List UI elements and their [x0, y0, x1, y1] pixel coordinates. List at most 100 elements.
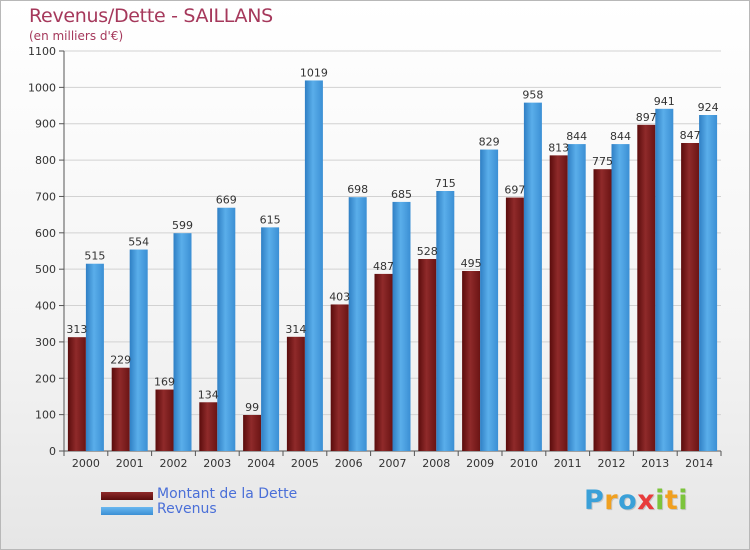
y-tick-label: 600 [35, 227, 56, 240]
bar-revenus [217, 207, 236, 451]
data-label-dette: 495 [461, 257, 482, 270]
chart-subtitle: (en milliers d'€) [29, 29, 124, 43]
data-label-revenus: 599 [172, 219, 193, 232]
bar-dette [681, 143, 700, 451]
bar-dette [111, 367, 130, 451]
x-tick-label: 2008 [422, 457, 450, 470]
x-tick-label: 2014 [685, 457, 713, 470]
chart-title: Revenus/Dette - SAILLANS [29, 5, 273, 27]
bar-dette [505, 197, 524, 451]
bar-revenus [655, 108, 674, 452]
data-label-revenus: 958 [522, 89, 543, 102]
y-tick-label: 700 [35, 190, 56, 203]
x-tick-label: 2011 [554, 457, 582, 470]
proxiti-logo: Proxiti [584, 485, 688, 516]
data-label-dette: 134 [198, 388, 219, 401]
bar-dette [549, 155, 568, 451]
bars-layer [67, 80, 718, 452]
x-tick-label: 2006 [335, 457, 363, 470]
data-label-dette: 897 [636, 111, 657, 124]
bar-revenus [523, 102, 542, 452]
y-tick-label: 200 [35, 372, 56, 385]
bar-revenus [129, 249, 148, 451]
data-label-revenus: 715 [435, 177, 456, 190]
data-label-revenus: 844 [610, 130, 631, 143]
axis-layer: 0 100 200 300 400 500 600 700 800 900 1000 1100 2000… [28, 45, 722, 470]
bar-dette [374, 273, 393, 451]
logo-letter: P [584, 485, 605, 516]
y-tick-label: 0 [49, 445, 56, 458]
data-label-revenus: 615 [260, 213, 281, 226]
data-label-revenus: 669 [216, 194, 237, 207]
logo-letter: i [678, 485, 689, 516]
y-tick-label: 1100 [28, 45, 56, 58]
legend-label-revenus: Revenus [157, 501, 217, 517]
data-label-revenus: 829 [479, 136, 500, 149]
y-tick-label: 900 [35, 118, 56, 131]
bar-revenus [85, 263, 104, 451]
bar-revenus [261, 227, 280, 451]
data-label-dette: 314 [285, 323, 306, 336]
bar-dette [155, 389, 174, 451]
y-tick-label: 1000 [28, 81, 56, 94]
legend-swatch-revenus [101, 507, 153, 515]
bar-revenus [348, 197, 367, 451]
data-label-dette: 487 [373, 260, 394, 273]
data-label-dette: 697 [504, 184, 525, 197]
y-tick-label: 800 [35, 154, 56, 167]
y-tick-label: 300 [35, 336, 56, 349]
data-label-dette: 313 [66, 323, 87, 336]
y-tick-label: 100 [35, 409, 56, 422]
bar-revenus [699, 115, 718, 451]
logo-letter: i [655, 485, 665, 516]
x-tick-label: 2010 [510, 457, 538, 470]
bar-revenus [304, 80, 323, 452]
y-tick-label: 500 [35, 263, 56, 276]
bar-dette [330, 304, 349, 451]
bar-dette [418, 259, 437, 451]
data-label-dette: 403 [329, 290, 350, 303]
x-tick-label: 2002 [160, 457, 188, 470]
data-label-revenus: 685 [391, 188, 412, 201]
x-tick-label: 2012 [598, 457, 626, 470]
x-tick-label: 2007 [379, 457, 407, 470]
data-label-dette: 813 [548, 141, 569, 154]
logo-letter: r [604, 485, 619, 516]
data-label-revenus: 1019 [300, 66, 328, 79]
x-tick-label: 2003 [203, 457, 231, 470]
legend-label-dette: Montant de la Dette [157, 486, 298, 502]
data-label-dette: 775 [592, 155, 613, 168]
x-tick-label: 2013 [641, 457, 669, 470]
bar-revenus [436, 191, 455, 451]
x-tick-label: 2001 [116, 457, 144, 470]
data-label-revenus: 941 [654, 95, 675, 108]
data-label-revenus: 924 [698, 101, 719, 114]
data-label-revenus: 515 [84, 250, 105, 263]
bar-dette [243, 415, 262, 451]
bar-revenus [392, 201, 411, 451]
data-label-dette: 169 [154, 376, 175, 389]
data-label-dette: 847 [680, 129, 701, 142]
x-tick-label: 2004 [247, 457, 275, 470]
bar-dette [286, 336, 305, 451]
y-tick-label: 400 [35, 300, 56, 313]
bar-dette [199, 402, 218, 451]
bar-revenus [611, 144, 630, 451]
x-tick-label: 2000 [72, 457, 100, 470]
bar-revenus [567, 144, 586, 451]
bar-dette [462, 271, 481, 451]
x-tick-label: 2005 [291, 457, 319, 470]
data-label-revenus: 698 [347, 183, 368, 196]
data-label-dette: 229 [110, 354, 131, 367]
logo-letter: t [664, 485, 679, 516]
bar-dette [637, 124, 656, 452]
data-label-dette: 528 [417, 245, 438, 258]
data-label-dette: 99 [245, 401, 259, 414]
logo-letter: x [637, 485, 656, 516]
bar-revenus [173, 233, 192, 451]
data-labels-layer: 313 515 229 554 169 599 134 669 99 615 314 1019 403 6… [66, 66, 718, 414]
bar-revenus [480, 149, 499, 451]
legend-swatch-dette [101, 492, 153, 500]
